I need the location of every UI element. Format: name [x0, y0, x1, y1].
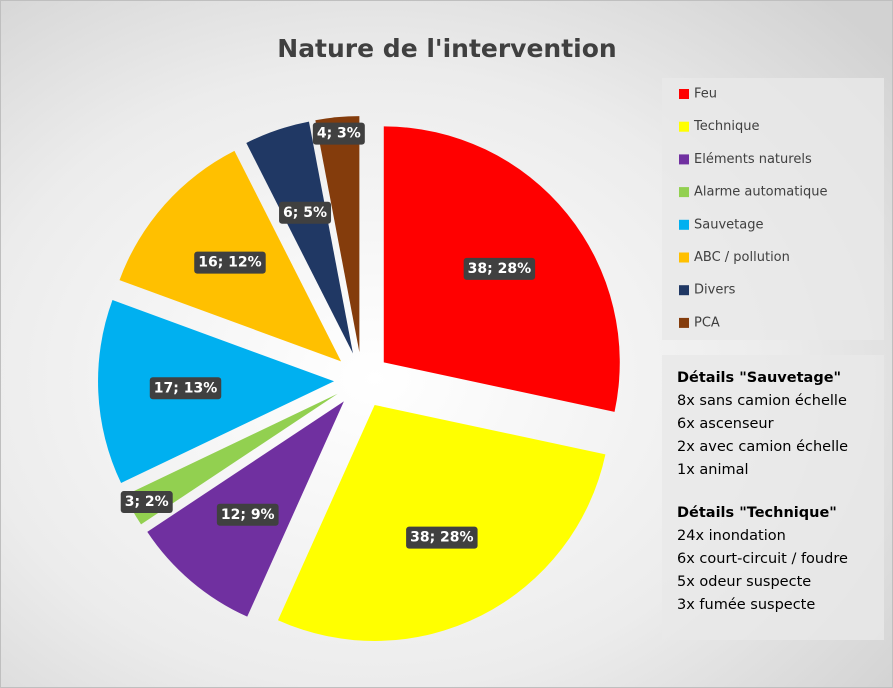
data-label-box [120, 491, 173, 514]
legend-swatch [679, 219, 689, 230]
legend-swatch [679, 154, 689, 165]
legend-swatch [679, 252, 689, 263]
details-title: Détails "Technique" [677, 505, 837, 521]
legend-label: Eléments naturels [694, 152, 812, 167]
legend-swatch [679, 89, 689, 99]
data-label: 4; 3% [317, 126, 361, 142]
details-line: 8x sans camion échelle [677, 393, 847, 409]
chart-title: Nature de l'intervention [277, 34, 616, 63]
data-label-box [406, 526, 478, 549]
details-line: 6x ascenseur [677, 416, 774, 432]
data-label-box [194, 251, 266, 274]
pie-slice [315, 116, 360, 353]
data-label: 3; 2% [125, 494, 169, 510]
legend-label: ABC / pollution [694, 250, 790, 265]
legend-swatch [679, 285, 689, 296]
legend-label: Alarme automatique [694, 185, 827, 200]
details-line: 24x inondation [677, 528, 786, 544]
details-line: 5x odeur suspecte [677, 574, 811, 590]
legend-label: Technique [693, 119, 759, 134]
data-label-box [312, 122, 365, 145]
details-line: 3x fumée suspecte [677, 597, 815, 613]
details-line: 6x court-circuit / foudre [677, 551, 848, 567]
pie-slice [277, 404, 606, 641]
data-label-box [216, 503, 279, 526]
data-label: 6; 5% [283, 205, 327, 221]
data-label-box [463, 257, 536, 280]
legend-swatch [679, 121, 689, 132]
details-line: 2x avec camion échelle [677, 439, 848, 455]
legend-label: Sauvetage [694, 217, 763, 232]
details-title: Détails "Sauvetage" [677, 370, 841, 386]
pie-slice [246, 121, 353, 354]
details-line: 1x animal [677, 462, 749, 478]
legend-swatch [679, 187, 689, 198]
data-label-box [279, 201, 332, 224]
data-label: 38; 28% [468, 261, 531, 277]
legend-label: Feu [694, 87, 717, 102]
data-label: 16; 12% [198, 255, 261, 271]
data-label: 38; 28% [410, 530, 473, 546]
legend-label: Divers [694, 283, 736, 298]
data-label: 12; 9% [221, 507, 275, 523]
pie-slice [124, 393, 338, 525]
details-box [662, 355, 884, 640]
legend-label: PCA [694, 315, 720, 330]
legend-swatch [679, 317, 689, 328]
data-label: 17; 13% [154, 380, 217, 396]
data-label-box [149, 377, 222, 400]
legend-box [662, 78, 884, 340]
